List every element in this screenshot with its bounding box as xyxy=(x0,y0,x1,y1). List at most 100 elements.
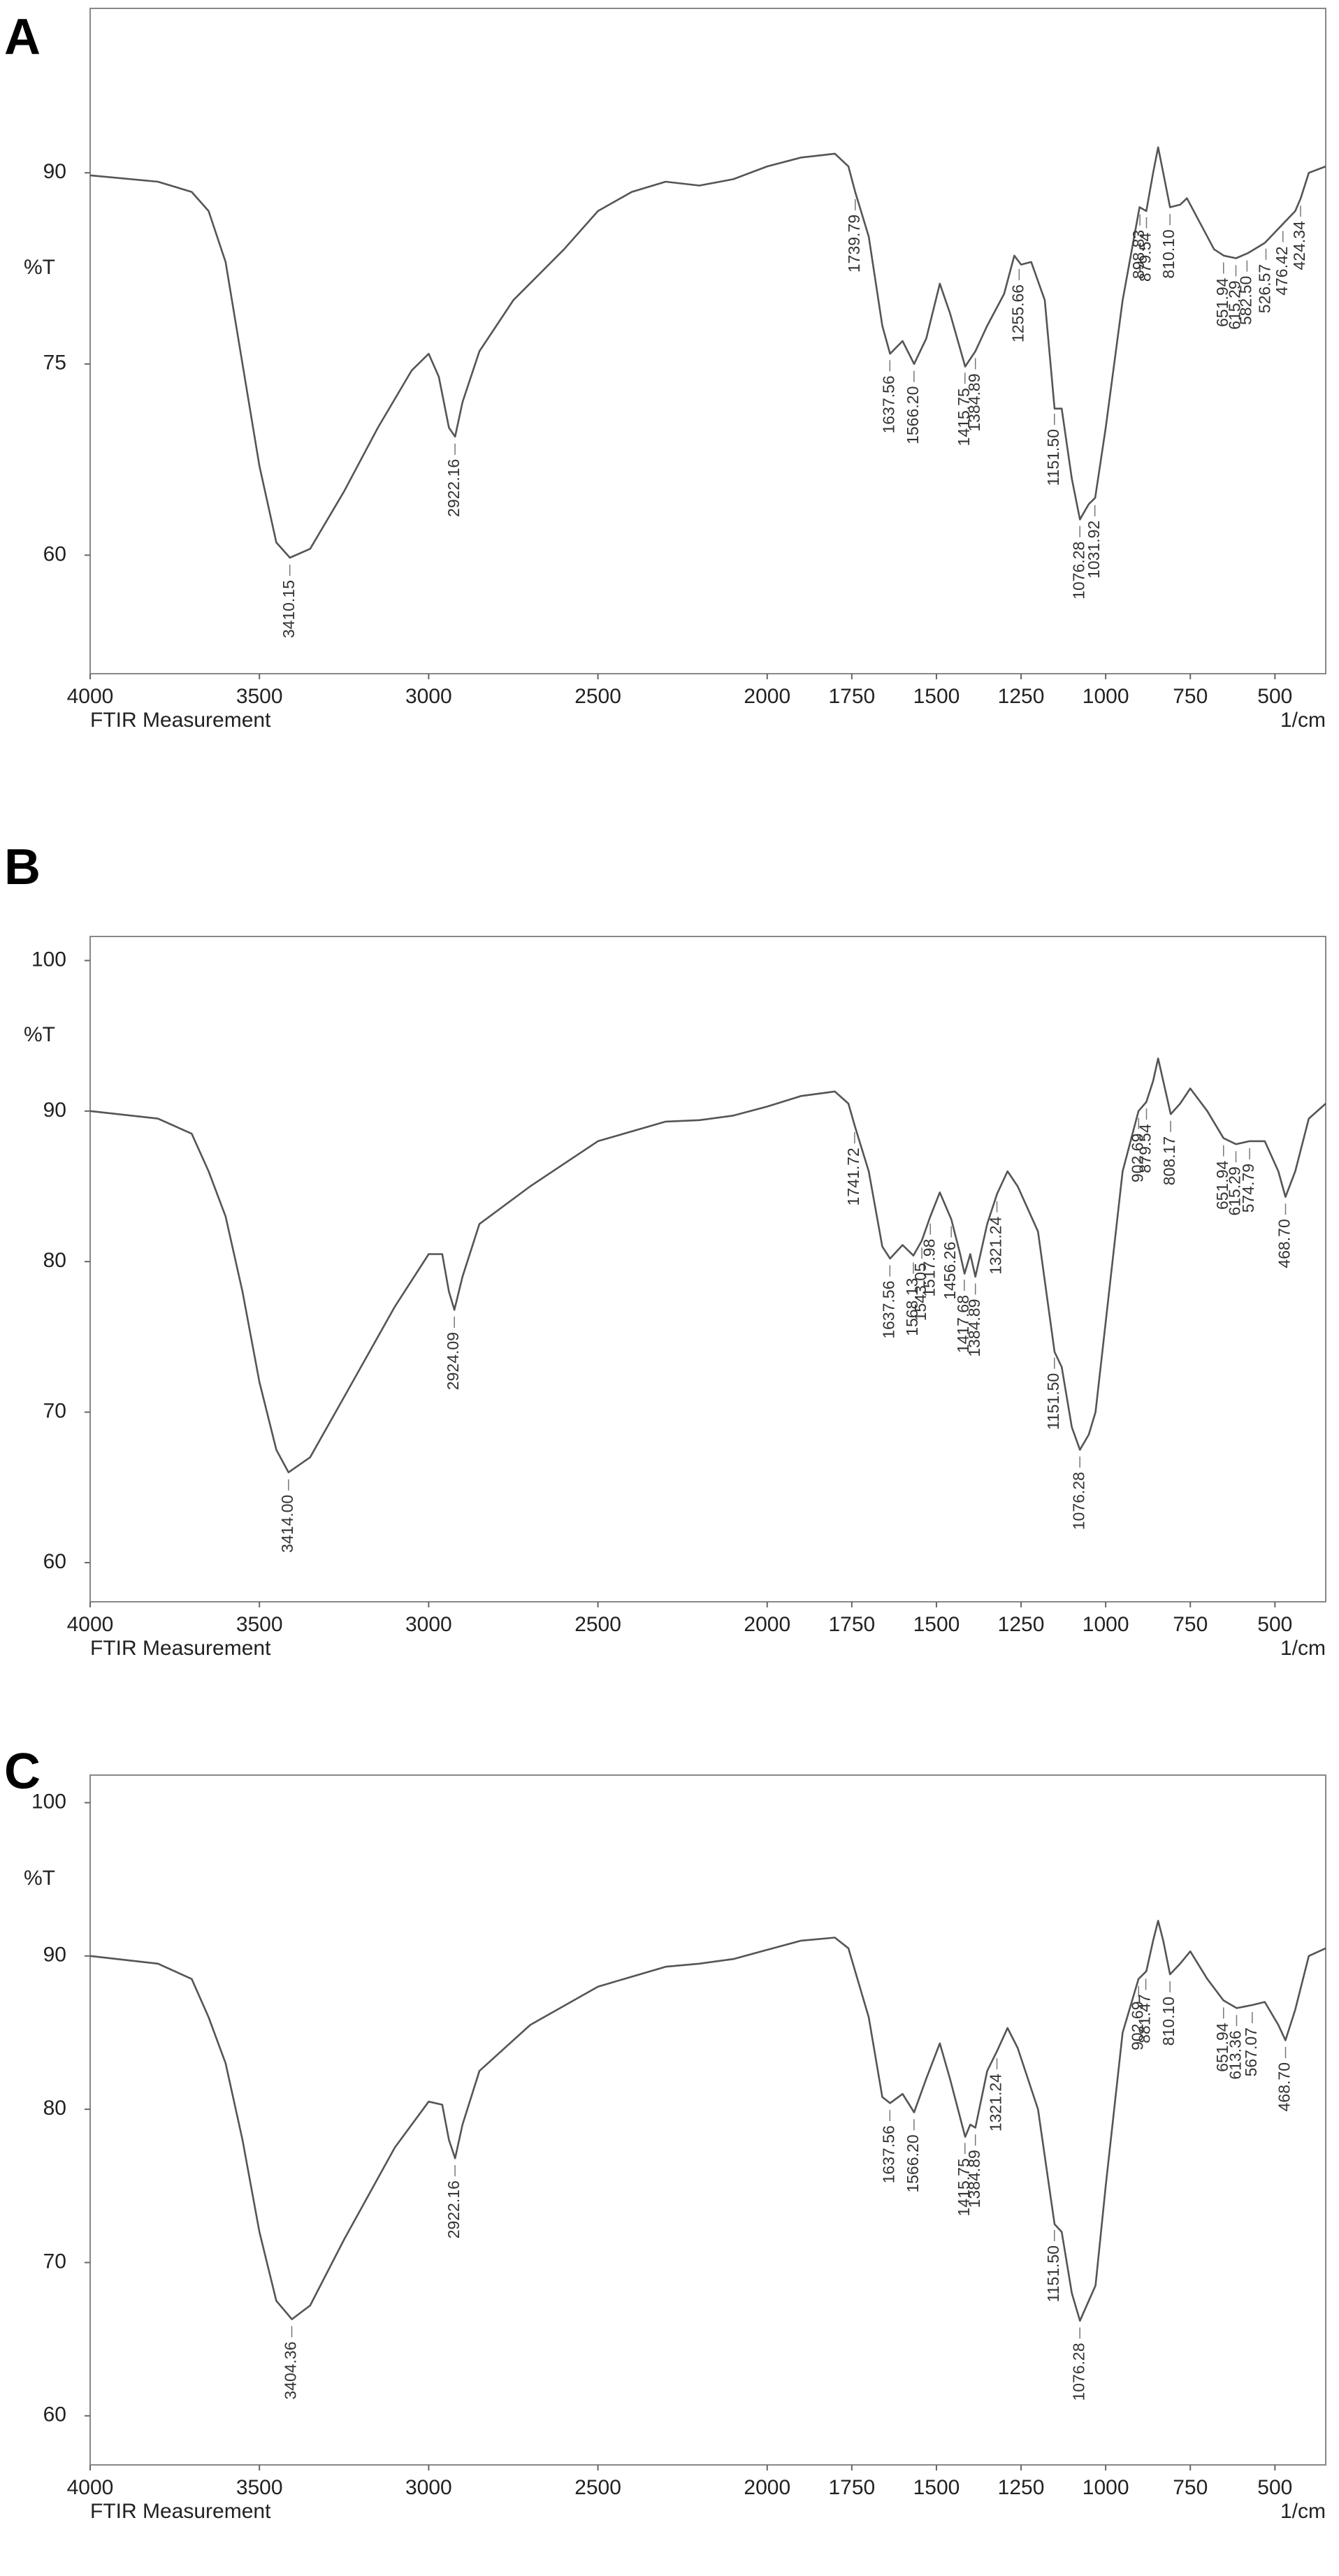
x-tick-label: 500 xyxy=(1257,685,1292,708)
x-tick-label: 3500 xyxy=(236,685,283,708)
x-tick-label: 3000 xyxy=(405,1613,452,1636)
peak-label: 615.29 xyxy=(1226,1166,1244,1215)
x-tick-label: 1500 xyxy=(913,685,960,708)
y-tick-label: 100 xyxy=(31,1790,66,1813)
peak-label: 574.79 xyxy=(1239,1164,1257,1213)
peak-label: 468.70 xyxy=(1275,2062,1294,2111)
peak-label: 613.36 xyxy=(1226,2030,1245,2079)
x-tick-label: 1250 xyxy=(998,2476,1045,2499)
plot-frame xyxy=(89,8,1326,674)
y-tick-label: 60 xyxy=(43,2403,66,2426)
y-tick-label: 70 xyxy=(43,1400,66,1423)
x-tick-label: 500 xyxy=(1257,2476,1292,2499)
peak-label: 2924.09 xyxy=(444,1332,462,1390)
peak-label: 1637.56 xyxy=(879,1281,897,1339)
peak-label: 1456.26 xyxy=(941,1242,959,1300)
x-tick-label: 2000 xyxy=(744,2476,790,2499)
x-tick-label: 1500 xyxy=(913,2476,960,2499)
x-tick-label: 750 xyxy=(1173,685,1208,708)
y-tick-label: 80 xyxy=(43,2097,66,2120)
y-tick-label: 60 xyxy=(43,542,66,565)
spectrum-line xyxy=(89,146,1326,559)
x-tick-label: 1000 xyxy=(1083,1613,1129,1636)
y-tick-label: 70 xyxy=(43,2250,66,2273)
panel-label: B xyxy=(4,839,41,895)
x-tick-label: 500 xyxy=(1257,1613,1292,1636)
peak-label: 3404.36 xyxy=(282,2341,300,2399)
peak-label: 1417.68 xyxy=(954,1295,972,1353)
plot-frame xyxy=(89,936,1326,1602)
peak-label: 1321.24 xyxy=(987,1216,1005,1274)
peak-label: 881.47 xyxy=(1136,1994,1154,2043)
peak-label: 1151.50 xyxy=(1044,2245,1062,2302)
y-tick-label: 60 xyxy=(43,1550,66,1573)
peak-label: 651.94 xyxy=(1213,277,1231,327)
peak-label: 1568.13 xyxy=(903,1278,921,1336)
x-tick-label: 2500 xyxy=(574,1613,621,1636)
peak-label: 1031.92 xyxy=(1085,521,1103,579)
peak-label: 1384.89 xyxy=(965,373,983,431)
peak-label: 1637.56 xyxy=(879,2125,897,2183)
peak-label: 1384.89 xyxy=(965,1299,983,1357)
x-unit-label: 1/cm xyxy=(1280,709,1326,732)
peak-label: 808.17 xyxy=(1160,1136,1178,1185)
x-tick-label: 1000 xyxy=(1083,685,1129,708)
y-tick-label: 90 xyxy=(43,1944,66,1967)
x-tick-label: 4000 xyxy=(67,2476,114,2499)
x-tick-label: 3500 xyxy=(236,1613,283,1636)
peak-label: 468.70 xyxy=(1275,1219,1294,1268)
x-tick-label: 1000 xyxy=(1083,2476,1129,2499)
x-tick-label: 1250 xyxy=(998,1613,1045,1636)
y-tick-label: 75 xyxy=(43,352,66,375)
y-tick-label: 90 xyxy=(43,1099,66,1122)
x-tick-label: 750 xyxy=(1173,1613,1208,1636)
peak-label: 1076.28 xyxy=(1069,2343,1087,2401)
peak-label: 567.07 xyxy=(1242,2027,1260,2076)
x-axis-label: FTIR Measurement xyxy=(90,709,271,732)
x-tick-label: 1750 xyxy=(828,685,875,708)
panel-label: A xyxy=(4,9,41,65)
peak-label: 651.94 xyxy=(1213,2023,1231,2072)
peak-label: 1076.28 xyxy=(1069,1472,1087,1530)
peak-label: 879.54 xyxy=(1136,233,1155,282)
peak-label: 1741.72 xyxy=(844,1148,862,1206)
x-tick-label: 1250 xyxy=(998,685,1045,708)
x-tick-label: 1500 xyxy=(913,1613,960,1636)
peak-label: 1151.50 xyxy=(1044,1373,1062,1430)
panel-label: C xyxy=(4,1744,41,1800)
peak-label: 3410.15 xyxy=(280,580,298,638)
x-tick-label: 1750 xyxy=(828,2476,875,2499)
peak-label: 1255.66 xyxy=(1008,284,1027,342)
x-unit-label: 1/cm xyxy=(1280,1637,1326,1660)
peak-label: 1566.20 xyxy=(904,2134,922,2192)
peak-label: 615.29 xyxy=(1226,280,1244,329)
peak-label: 582.50 xyxy=(1236,276,1254,325)
x-tick-label: 3000 xyxy=(405,685,452,708)
peak-label: 2922.16 xyxy=(444,2180,463,2238)
y-axis-label: %T xyxy=(24,1023,55,1046)
x-tick-label: 3000 xyxy=(405,2476,452,2499)
peak-label: 902.69 xyxy=(1128,2002,1146,2050)
y-axis-label: %T xyxy=(24,256,55,279)
peak-label: 902.69 xyxy=(1128,1134,1146,1182)
x-tick-label: 4000 xyxy=(67,685,114,708)
peak-label: 898.83 xyxy=(1129,230,1148,279)
x-tick-label: 1750 xyxy=(828,1613,875,1636)
peak-label: 476.42 xyxy=(1273,246,1291,295)
spectrum-line xyxy=(89,1920,1326,2322)
peak-label: 424.34 xyxy=(1290,221,1308,270)
x-unit-label: 1/cm xyxy=(1280,2500,1326,2523)
peak-label: 1415.75 xyxy=(955,388,973,446)
peak-label: 526.57 xyxy=(1256,264,1274,313)
x-axis-label: FTIR Measurement xyxy=(90,1637,271,1660)
y-axis-label: %T xyxy=(24,1867,55,1890)
peak-label: 651.94 xyxy=(1213,1160,1231,1210)
peak-label: 1076.28 xyxy=(1069,542,1087,600)
x-tick-label: 750 xyxy=(1173,2476,1208,2499)
peak-label: 3414.00 xyxy=(278,1495,296,1553)
peak-label: 810.10 xyxy=(1159,229,1178,278)
y-tick-label: 100 xyxy=(31,948,66,971)
peak-label: 1517.98 xyxy=(920,1239,938,1297)
x-tick-label: 2500 xyxy=(574,2476,621,2499)
